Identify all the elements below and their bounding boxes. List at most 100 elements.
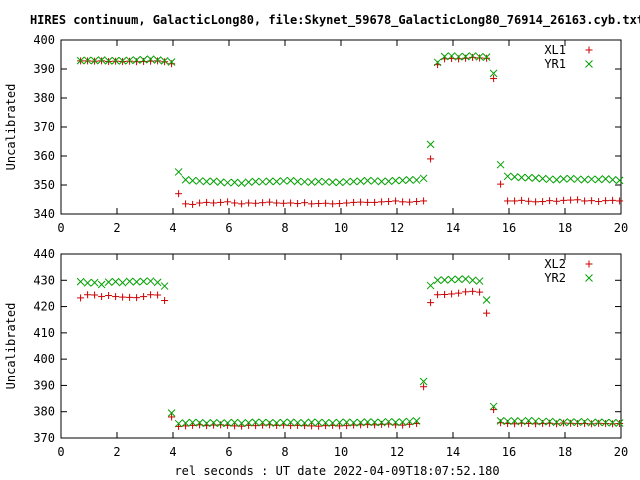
data-point <box>601 418 610 427</box>
data-point <box>329 200 337 208</box>
data-point <box>553 420 561 428</box>
data-point <box>391 176 400 185</box>
data-point <box>510 417 519 425</box>
data-point <box>98 57 106 65</box>
data-point <box>427 155 435 163</box>
data-point <box>146 277 155 285</box>
data-point <box>602 197 610 205</box>
y-tick-label: 370 <box>33 120 55 134</box>
data-point <box>398 418 407 426</box>
data-point <box>363 176 372 185</box>
legend-marker <box>585 274 593 282</box>
data-point <box>559 175 568 183</box>
data-point <box>286 418 295 427</box>
data-point <box>209 177 218 186</box>
data-point <box>573 175 582 184</box>
data-point <box>230 418 239 427</box>
data-point <box>455 289 463 297</box>
data-point <box>602 420 610 428</box>
data-point <box>300 419 309 427</box>
data-point <box>119 293 127 301</box>
data-point <box>595 198 603 206</box>
data-point <box>511 197 519 205</box>
data-point <box>427 299 435 307</box>
data-point <box>462 54 470 62</box>
data-point <box>573 418 582 427</box>
data-point <box>154 57 162 65</box>
y-axis-label: Uncalibrated <box>4 84 18 171</box>
data-point <box>412 417 421 425</box>
data-point <box>273 199 281 207</box>
data-point <box>252 422 260 430</box>
data-point <box>567 419 575 427</box>
data-point <box>482 53 491 61</box>
data-point <box>566 418 575 426</box>
data-point <box>588 420 596 428</box>
data-point <box>454 275 463 284</box>
data-point <box>462 288 470 296</box>
y-tick-label: 430 <box>33 273 55 287</box>
data-point <box>161 58 169 66</box>
data-point <box>321 177 330 186</box>
data-point <box>139 277 148 286</box>
data-point <box>504 197 512 205</box>
data-point <box>399 198 407 206</box>
data-point <box>328 178 337 186</box>
data-point <box>377 177 386 186</box>
data-point <box>609 196 617 204</box>
data-point <box>315 422 323 430</box>
data-point <box>580 417 589 426</box>
x-tick-label: 8 <box>281 221 288 235</box>
data-point <box>279 177 288 185</box>
data-point <box>224 198 232 206</box>
data-point <box>252 199 260 207</box>
data-point <box>357 198 365 206</box>
y-tick-label: 370 <box>33 431 55 445</box>
data-point <box>475 52 484 61</box>
data-point <box>91 291 99 299</box>
data-point <box>118 57 127 65</box>
data-point <box>476 54 484 62</box>
data-point <box>83 279 92 287</box>
x-tick-label: 12 <box>390 221 404 235</box>
data-point <box>559 418 568 427</box>
data-point <box>343 199 351 207</box>
data-point <box>181 175 190 184</box>
x-tick-label: 16 <box>502 445 516 459</box>
data-point <box>111 56 120 65</box>
data-point <box>84 291 92 299</box>
data-point <box>377 418 386 427</box>
data-point <box>426 281 435 290</box>
data-point <box>265 177 274 186</box>
data-point <box>567 196 575 204</box>
data-point <box>398 176 407 185</box>
data-point <box>419 174 428 183</box>
data-point <box>251 418 260 427</box>
data-point <box>350 198 358 206</box>
data-point <box>105 292 113 300</box>
data-point <box>433 58 442 67</box>
data-point <box>209 418 218 427</box>
data-point <box>147 291 155 299</box>
data-point <box>90 56 99 65</box>
y-tick-label: 400 <box>33 33 55 47</box>
x-tick-label: 4 <box>169 221 176 235</box>
data-point <box>328 419 337 427</box>
x-tick-label: 2 <box>113 221 120 235</box>
data-point <box>483 54 491 62</box>
data-point <box>384 177 393 186</box>
x-tick-label: 8 <box>281 445 288 459</box>
data-point <box>133 294 141 302</box>
data-point <box>153 278 162 287</box>
data-point <box>196 199 204 207</box>
data-point <box>595 419 603 427</box>
data-point <box>132 278 141 286</box>
data-point <box>188 418 197 427</box>
data-point <box>217 421 225 429</box>
data-point <box>378 198 386 206</box>
data-point <box>160 57 169 65</box>
data-point <box>258 418 267 427</box>
chart-title: HIRES continuum, GalacticLong80, file:Sk… <box>30 13 640 28</box>
data-point <box>468 52 477 60</box>
